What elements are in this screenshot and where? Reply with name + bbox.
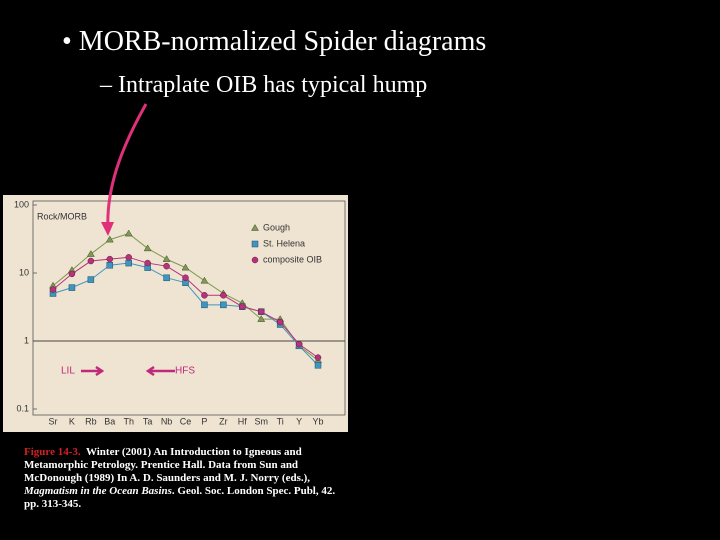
legend-marker: [251, 224, 259, 231]
annotation-arrow: [81, 365, 105, 377]
data-point: [49, 286, 57, 293]
x-tick-label: Sm: [254, 416, 268, 426]
x-tick-label: Zr: [219, 416, 228, 426]
legend-marker: [251, 240, 259, 248]
y-tick-label: 100: [14, 199, 29, 209]
sub-bullet: – Intraplate OIB has typical hump: [100, 72, 428, 98]
data-point: [201, 292, 208, 299]
x-tick-label: Nb: [161, 416, 173, 426]
annotation: HFS: [175, 366, 195, 377]
data-point: [163, 262, 170, 270]
x-tick-label: Ta: [143, 416, 153, 426]
data-point: [106, 255, 114, 263]
x-tick-label: K: [69, 416, 75, 426]
figure-caption: Figure 14-3. Winter (2001) An Introducti…: [24, 446, 342, 511]
x-tick-label: Y: [296, 416, 302, 426]
data-point: [314, 361, 322, 369]
data-point: [220, 292, 227, 299]
y-axis-label: Rock/MORB: [37, 211, 87, 221]
x-tick-label: Ba: [104, 416, 115, 426]
data-point: [200, 276, 209, 284]
bullet: • MORB-normalized Spider diagrams: [62, 26, 487, 57]
legend-label: St. Helena: [263, 238, 305, 248]
data-point: [143, 244, 152, 252]
data-point: [125, 259, 132, 267]
caption-label: Figure 14-3.: [24, 446, 81, 458]
x-tick-label: Ce: [180, 416, 192, 426]
data-point: [295, 340, 303, 348]
caption-text: Winter (2001) An Introduction to Igneous…: [24, 446, 311, 484]
data-point: [182, 274, 189, 282]
chart: Rock/MORB LIL HFS 0.1 1 10 100 Sr K Rb Ba Th Ta Nb…: [3, 195, 348, 432]
data-point: [124, 229, 133, 237]
chart-background: [3, 195, 348, 432]
data-point: [239, 303, 246, 310]
x-tick-label: Sr: [49, 416, 58, 426]
data-point: [144, 259, 151, 267]
data-point: [257, 315, 266, 322]
annotation: LIL: [61, 366, 75, 377]
data-point: [314, 354, 322, 361]
x-tick-label: Rb: [85, 416, 97, 426]
data-point: [162, 255, 171, 262]
data-point: [125, 254, 132, 261]
y-tick-label: 10: [19, 267, 29, 277]
data-point: [86, 250, 95, 257]
x-tick-label: P: [201, 416, 207, 426]
data-point: [181, 263, 190, 271]
data-point: [201, 301, 208, 309]
legend-label: Gough: [263, 222, 290, 232]
legend-label: composite OIB: [263, 254, 322, 264]
x-tick-label: Hf: [238, 416, 247, 426]
data-point: [220, 301, 227, 309]
data-point: [163, 274, 170, 282]
caption-italic: Magmatism in the Ocean Basins: [24, 485, 172, 497]
caption-text: . Geol. Soc. London Spec. Publ, 42. pp. …: [24, 485, 336, 510]
x-tick-label: Ti: [277, 416, 284, 426]
data-point: [257, 308, 265, 315]
data-point: [276, 318, 284, 326]
data-point: [68, 270, 76, 278]
x-tick-label: Yb: [313, 416, 324, 426]
legend-marker: [251, 256, 259, 264]
data-point: [87, 276, 95, 283]
data-point: [68, 284, 76, 291]
annotation-arrow: [145, 365, 175, 377]
x-tick-label: Th: [123, 416, 134, 426]
y-tick-label: 1: [24, 335, 29, 345]
y-tick-label: 0.1: [16, 403, 29, 413]
data-point: [87, 257, 95, 265]
plot-frame: [32, 200, 346, 416]
data-point: [106, 262, 114, 269]
data-point: [105, 235, 114, 243]
